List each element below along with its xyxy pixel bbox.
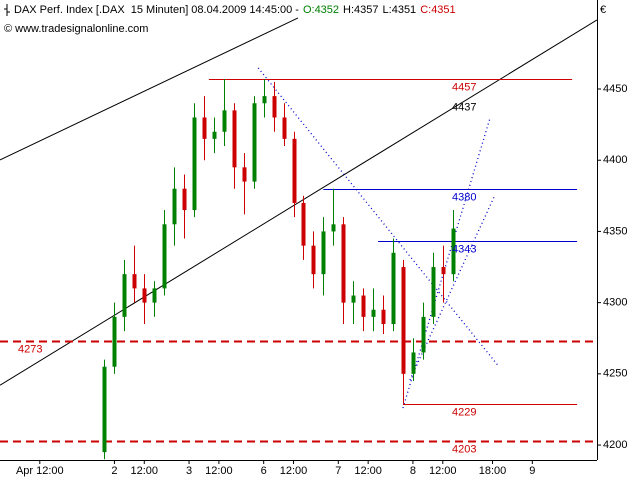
candle-body [321, 231, 326, 275]
candle-body [301, 202, 306, 246]
y-tick-label: 4400 [603, 154, 627, 166]
trend-line [402, 117, 491, 409]
candle-body [441, 267, 446, 275]
x-tick-label: 2 [111, 465, 117, 477]
candle-body [451, 228, 456, 275]
candle-body [411, 352, 416, 374]
candle-body [371, 309, 376, 317]
x-tick-label: 8 [410, 465, 416, 477]
header-part: H:4357 [343, 4, 378, 16]
candle-body [351, 295, 356, 303]
candle-body [132, 274, 137, 289]
candle-body [212, 131, 217, 139]
candle-body [401, 267, 406, 374]
candle-body [242, 167, 247, 182]
level-label: 4273 [18, 343, 42, 355]
header-part: L:4351 [383, 4, 417, 16]
candle-body [262, 96, 267, 104]
header-part: C:4351 [420, 4, 455, 16]
x-tick-label: 9 [529, 465, 535, 477]
x-tick-label: 12:00 [205, 465, 233, 477]
level-label: 4380 [452, 191, 476, 203]
candle-body [182, 188, 187, 211]
candle-body [172, 188, 177, 225]
candle-body [311, 245, 316, 275]
candle-body [142, 288, 147, 303]
candle-body [391, 252, 396, 324]
x-tick-label: 7 [335, 465, 341, 477]
candle-body [421, 316, 426, 353]
level-label: 4229 [452, 406, 476, 418]
header-part: O:4352 [303, 4, 339, 16]
y-tick-label: 4250 [603, 368, 627, 380]
level-label: 4457 [452, 81, 476, 93]
candle-body [381, 309, 386, 324]
x-tick-label: 12:00 [280, 465, 308, 477]
y-tick-label: 4200 [603, 439, 627, 451]
header-part: DAX Perf. Index [.DAX 15 Minuten] 08.04.… [14, 4, 299, 16]
y-tick-label: 4300 [603, 297, 627, 309]
candle-body [282, 117, 287, 139]
candle-body [202, 117, 207, 139]
candle-body [152, 288, 157, 303]
candle-body [222, 110, 227, 132]
candle-body [192, 117, 197, 211]
candle-body [292, 138, 297, 203]
level-label: 4203 [452, 443, 476, 455]
candle-body [102, 366, 107, 453]
x-tick-label: 12:00 [131, 465, 159, 477]
x-tick-label: 3 [186, 465, 192, 477]
candle-body [361, 295, 366, 317]
x-tick-label: 12:00 [429, 465, 457, 477]
x-tick-label: 6 [261, 465, 267, 477]
y-tick-label: 4450 [603, 83, 627, 95]
x-tick-label: 18:00 [479, 465, 507, 477]
candle-body [112, 316, 117, 367]
copyright: © www.tradesignalonline.com [4, 23, 148, 35]
candle-body [331, 224, 336, 232]
candle-body [232, 110, 237, 168]
trend-line [0, 19, 597, 386]
candle-body [272, 96, 277, 118]
candle-body [252, 103, 257, 182]
candle-body [122, 274, 127, 317]
candle-body [431, 267, 436, 317]
level-label: 4343 [452, 243, 476, 255]
currency: € [600, 4, 606, 16]
channel-label: 4437 [452, 101, 476, 113]
candle-body [162, 224, 167, 289]
candle-body [341, 224, 346, 303]
y-tick-label: 4350 [603, 225, 627, 237]
x-tick-label: Apr 12:00 [16, 465, 64, 477]
plot [0, 17, 597, 460]
header: DAX Perf. Index [.DAX 15 Minuten] 08.04.… [14, 4, 456, 16]
trend-line [0, 17, 299, 161]
header-icon [4, 4, 10, 16]
x-tick-label: 12:00 [354, 465, 382, 477]
